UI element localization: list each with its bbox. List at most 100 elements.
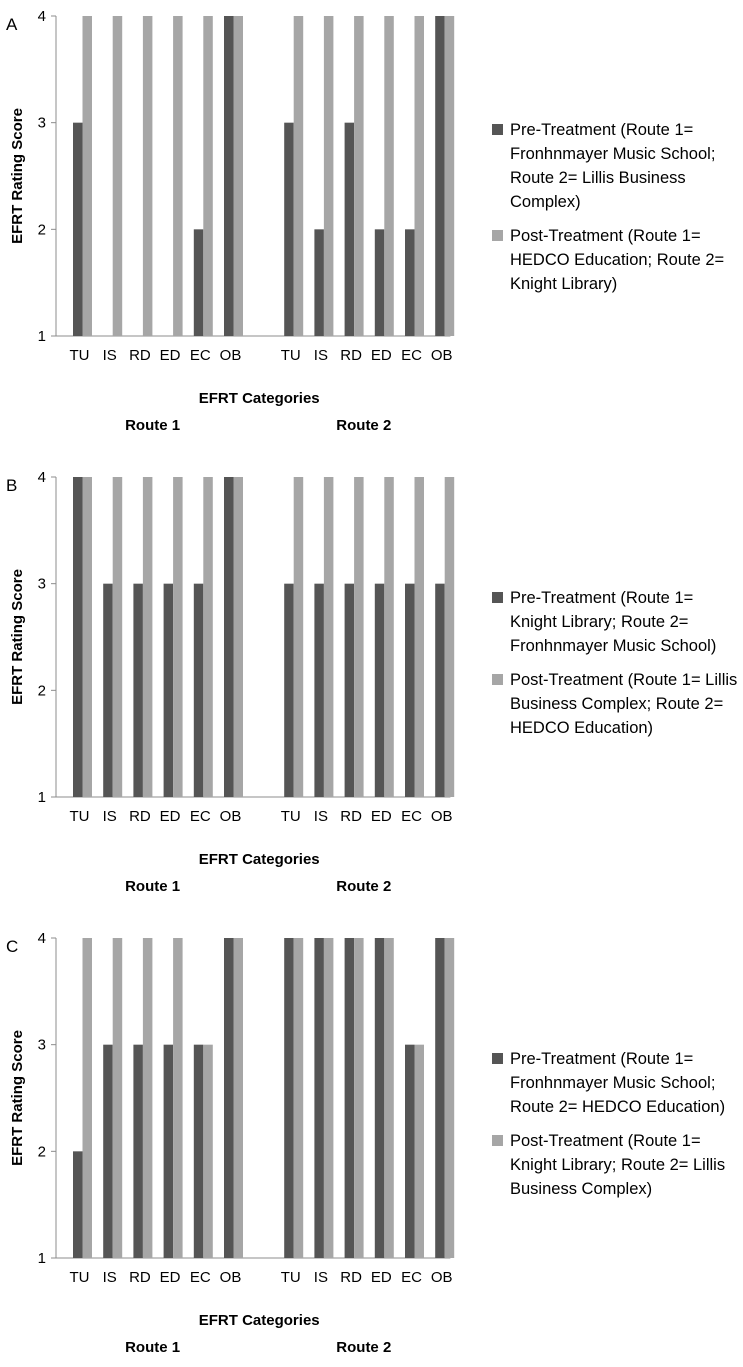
bar-post-treatment [203,1044,213,1258]
legend-label-post: Post-Treatment (Route 1= HEDCO Education… [510,227,725,293]
bar-pre-treatment [163,1044,174,1258]
x-tick-label: RD [340,808,362,825]
bar-post-treatment [142,16,153,336]
legend-label-pre: Pre-Treatment (Route 1= Fronhnmayer Musi… [510,121,716,211]
x-tick-label: OB [220,1269,242,1286]
bar-pre-treatment [133,1044,143,1258]
bar-post-treatment [112,16,123,336]
x-tick-label: ED [160,1269,181,1286]
legend-c: Pre-Treatment (Route 1= Fronhnmayer Musi… [492,1047,742,1211]
bar-post-treatment [173,477,183,797]
bar-pre-treatment [103,1044,113,1258]
bar-post-treatment [82,16,92,336]
bar-post-treatment [173,938,183,1258]
bar-pre-treatment [73,1151,83,1258]
x-tick-label: ED [160,347,181,364]
legend-item-pre-treatment: Pre-Treatment (Route 1= Fronhnmayer Musi… [492,118,742,214]
y-tick-label: 3 [38,576,46,593]
x-tick-label: EC [401,347,422,364]
bar-pre-treatment [344,583,355,797]
bar-post-treatment [233,477,243,797]
bar-post-treatment [444,938,455,1258]
legend-item-pre-treatment: Pre-Treatment (Route 1= Fronhnmayer Musi… [492,1047,742,1119]
x-tick-label: RD [340,347,362,364]
x-axis-title: EFRT Categories [199,851,320,868]
x-tick-label: TU [281,808,301,825]
bar-pre-treatment [314,229,324,336]
chart-panel-a: A 1 2 3 4 EFRT Rating Score TU IS RD ED EC OB Route … [0,0,743,445]
y-tick-label: 1 [38,789,46,806]
bar-pre-treatment [405,229,415,336]
bar-pre-treatment [435,583,445,797]
x-tick-label: TU [70,1269,90,1286]
bar-pre-treatment [405,1044,415,1258]
x-axis-title: EFRT Categories [199,1312,320,1329]
bar-post-treatment [323,477,334,797]
bar-post-treatment [384,477,394,797]
bar-pre-treatment [224,938,234,1258]
x-tick-label: ED [371,347,392,364]
bar-post-treatment [384,16,394,336]
legend-label-pre: Pre-Treatment (Route 1= Fronhnmayer Musi… [510,1050,726,1116]
bar-pre-treatment [374,229,385,336]
y-tick-label: 1 [38,1250,46,1267]
y-axis-title: EFRT Rating Score [9,108,26,244]
legend-a: Pre-Treatment (Route 1= Fronhnmayer Musi… [492,118,742,306]
route-label: Route 1 [125,1339,180,1356]
route-label: Route 2 [336,878,391,895]
bar-pre-treatment [193,583,204,797]
y-axis-title: EFRT Rating Score [9,569,26,705]
bar-post-treatment [354,16,364,336]
x-tick-label: IS [314,1269,328,1286]
legend-b: Pre-Treatment (Route 1= Knight Library; … [492,586,742,750]
bar-post-treatment [354,938,364,1258]
x-tick-label: RD [129,808,151,825]
x-tick-label: IS [103,808,117,825]
bar-post-treatment [112,477,123,797]
bar-post-treatment [233,938,243,1258]
bar-post-treatment [414,16,424,336]
y-tick-label: 4 [38,469,46,486]
bar-pre-treatment [344,938,355,1258]
x-tick-label: EC [190,1269,211,1286]
bar-post-treatment [354,477,364,797]
chart-panel-b: B 1 2 3 4 EFRT Rating Score TU IS RD ED EC OB Route … [0,461,743,906]
legend-label-post: Post-Treatment (Route 1= Lillis Business… [510,671,738,737]
chart-panel-c: C 1 2 3 4 EFRT Rating Score TU IS RD ED EC OB Route … [0,922,743,1367]
x-tick-label: ED [371,1269,392,1286]
x-tick-label: TU [70,347,90,364]
x-tick-label: TU [281,347,301,364]
bar-post-treatment [444,16,455,336]
bar-post-treatment [173,16,183,336]
y-tick-label: 2 [38,221,46,238]
bar-pre-treatment [435,16,445,336]
x-tick-label: OB [220,808,242,825]
x-tick-label: IS [103,1269,117,1286]
bar-pre-treatment [284,583,294,797]
bar-pre-treatment [73,122,83,337]
route-label: Route 1 [125,417,180,434]
x-tick-label: EC [401,808,422,825]
bar-post-treatment [112,938,123,1258]
bar-chart-a: A 1 2 3 4 EFRT Rating Score TU IS RD ED EC OB Route … [6,8,455,434]
bar-pre-treatment [193,229,204,336]
panel-letter: C [6,937,18,956]
bar-pre-treatment [103,583,113,797]
x-tick-label: IS [314,808,328,825]
bar-pre-treatment [314,938,324,1258]
bar-pre-treatment [224,477,234,797]
bar-pre-treatment [435,938,445,1258]
bar-pre-treatment [344,122,355,337]
x-tick-label: OB [431,347,453,364]
x-axis-title: EFRT Categories [199,390,320,407]
legend-item-post-treatment: Post-Treatment (Route 1= Lillis Business… [492,668,742,740]
route-label: Route 1 [125,878,180,895]
bar-pre-treatment [284,122,294,337]
x-tick-label: OB [220,347,242,364]
bar-pre-treatment [374,583,385,797]
y-tick-label: 3 [38,1037,46,1054]
x-tick-label: ED [371,808,392,825]
x-tick-label: IS [103,347,117,364]
bar-pre-treatment [73,477,83,797]
x-tick-label: RD [129,347,151,364]
